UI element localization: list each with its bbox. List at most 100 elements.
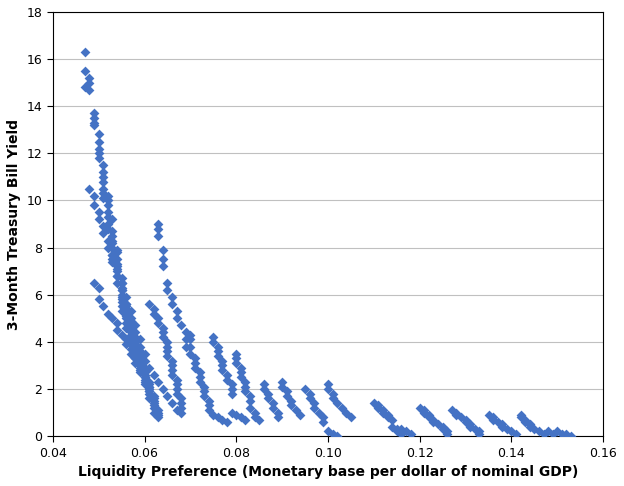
Point <box>181 329 191 336</box>
Point <box>140 366 150 374</box>
Point <box>135 354 145 362</box>
Point <box>144 382 154 390</box>
Point <box>167 293 177 301</box>
Point <box>461 416 470 423</box>
Point <box>112 272 122 280</box>
Point <box>89 109 99 117</box>
Point <box>121 305 131 312</box>
Point <box>121 340 131 348</box>
Point <box>245 392 255 400</box>
Point <box>144 382 154 390</box>
Point <box>470 425 480 433</box>
Point <box>199 382 209 390</box>
Point <box>98 178 108 186</box>
Point <box>126 331 136 339</box>
Point <box>149 409 158 417</box>
Point <box>442 430 452 437</box>
Point <box>103 237 113 244</box>
Point <box>543 428 553 435</box>
Point <box>130 336 140 344</box>
Point <box>117 295 127 303</box>
Point <box>172 376 182 383</box>
Point <box>218 366 228 374</box>
Point <box>126 307 136 315</box>
Point <box>162 286 172 294</box>
Point <box>497 420 507 428</box>
Y-axis label: 3-Month Treasury Bill Yield: 3-Month Treasury Bill Yield <box>7 119 21 330</box>
Point <box>117 279 127 287</box>
Point <box>144 364 154 372</box>
Point <box>103 201 113 209</box>
Point <box>232 411 241 419</box>
Point <box>98 173 108 181</box>
Point <box>388 423 397 431</box>
Point <box>84 86 94 94</box>
Point <box>121 303 131 311</box>
Point <box>98 168 108 176</box>
Point <box>232 359 241 367</box>
Point <box>126 319 136 327</box>
Point <box>167 300 177 308</box>
Point <box>277 382 287 390</box>
Point <box>401 428 411 435</box>
Point <box>185 343 195 350</box>
Point <box>140 350 150 358</box>
Point <box>130 340 140 348</box>
Point <box>130 359 140 367</box>
Point <box>117 279 127 287</box>
Point <box>154 314 163 322</box>
Point <box>112 279 122 287</box>
Point <box>117 291 127 298</box>
Point <box>112 265 122 273</box>
Point <box>121 336 131 344</box>
Point <box>107 314 117 322</box>
Point <box>204 406 214 414</box>
Point <box>318 414 328 421</box>
Point <box>383 411 392 419</box>
Point <box>167 366 177 374</box>
Point <box>149 399 158 407</box>
Point <box>135 347 145 355</box>
Point <box>286 401 296 409</box>
Point <box>140 368 150 376</box>
Point <box>158 246 168 254</box>
Point <box>314 409 324 417</box>
Point <box>437 425 447 433</box>
Point <box>208 411 218 419</box>
Point <box>396 425 406 433</box>
Point <box>84 79 94 87</box>
Point <box>213 352 223 360</box>
Point <box>144 381 154 388</box>
Point <box>84 74 94 82</box>
Point <box>181 343 191 350</box>
Point <box>378 409 388 417</box>
Point <box>80 84 90 91</box>
Point <box>332 399 342 407</box>
Point <box>154 406 163 414</box>
Point <box>213 414 223 421</box>
Point <box>126 324 136 331</box>
Point <box>167 357 177 364</box>
Point <box>107 251 117 259</box>
Point <box>195 368 205 376</box>
Point <box>291 406 301 414</box>
Point <box>162 279 172 287</box>
Point <box>263 395 273 402</box>
Point <box>323 381 333 388</box>
Point <box>484 411 494 419</box>
Point <box>328 395 338 402</box>
Point <box>135 362 145 369</box>
Point <box>195 373 205 381</box>
Point <box>98 161 108 169</box>
Point <box>341 409 351 417</box>
Point <box>144 300 154 308</box>
Point <box>406 430 416 437</box>
Point <box>218 357 228 364</box>
Point <box>373 401 383 409</box>
Point <box>525 423 535 431</box>
Point <box>154 414 163 421</box>
Point <box>140 373 150 381</box>
Point <box>154 411 163 419</box>
Point <box>117 274 127 282</box>
Point <box>222 418 232 426</box>
